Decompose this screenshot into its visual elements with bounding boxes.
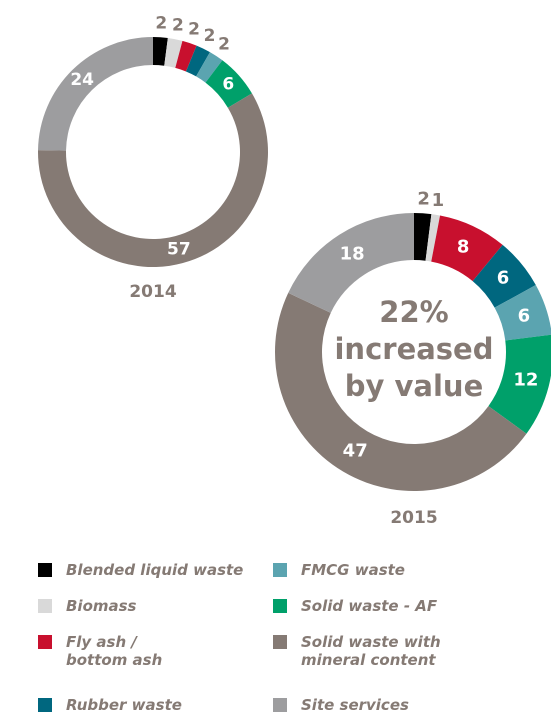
donut-segment <box>185 45 210 77</box>
donut-segment <box>164 37 183 68</box>
legend-swatch <box>273 563 287 577</box>
legend-swatch <box>273 698 287 712</box>
data-label: 2 <box>172 15 184 35</box>
donut-segment <box>288 213 414 313</box>
donut-segment <box>488 334 551 434</box>
data-label: 47 <box>343 440 368 461</box>
data-label: 1 <box>432 190 445 211</box>
donut-segment <box>472 244 536 308</box>
legend-label: Rubber waste <box>66 696 182 713</box>
data-label: 12 <box>513 370 538 391</box>
data-label: 2 <box>417 188 430 209</box>
data-label: 2 <box>188 20 200 40</box>
data-label: 18 <box>340 243 365 264</box>
legend-swatch <box>38 599 52 613</box>
donut-segment <box>425 214 441 262</box>
data-label: 2 <box>155 13 167 33</box>
data-label: 6 <box>518 305 531 326</box>
data-label: 6 <box>497 267 510 288</box>
donut-segment <box>205 60 252 108</box>
donut-segment <box>153 37 168 66</box>
legend-swatch <box>38 563 52 577</box>
donut-segment <box>37 93 268 267</box>
data-label: 24 <box>70 70 94 90</box>
chart-title: 2015 <box>390 508 437 528</box>
legend-label: Solid waste - AF <box>301 597 438 615</box>
legend-label: Blended liquid waste <box>66 561 244 579</box>
donut-segment <box>274 292 527 492</box>
center-annotation: increased <box>334 332 493 366</box>
donut-segment <box>196 52 223 83</box>
donut-segment <box>431 215 503 282</box>
data-label: 57 <box>167 240 191 260</box>
data-label: 2 <box>218 34 230 54</box>
legend-label: FMCG waste <box>301 561 405 579</box>
chart-title: 2014 <box>129 282 176 302</box>
legend-label: Fly ash / bottom ash <box>66 633 163 669</box>
donut-segment <box>175 40 197 72</box>
donut-segment <box>414 213 432 261</box>
donut-segment <box>494 285 551 341</box>
legend-swatch <box>38 635 52 649</box>
legend-label: Solid waste with mineral content <box>301 633 441 669</box>
legend-swatch <box>273 635 287 649</box>
data-label: 8 <box>457 236 470 257</box>
legend-swatch <box>38 698 52 712</box>
donut-segment <box>38 37 154 151</box>
data-label: 6 <box>222 75 234 95</box>
legend-label: Biomass <box>66 597 137 615</box>
legend-label: Site services <box>301 696 409 713</box>
data-label: 2 <box>204 26 216 46</box>
legend-swatch <box>273 599 287 613</box>
center-annotation: by value <box>345 369 484 403</box>
center-annotation: 22% <box>379 295 448 329</box>
